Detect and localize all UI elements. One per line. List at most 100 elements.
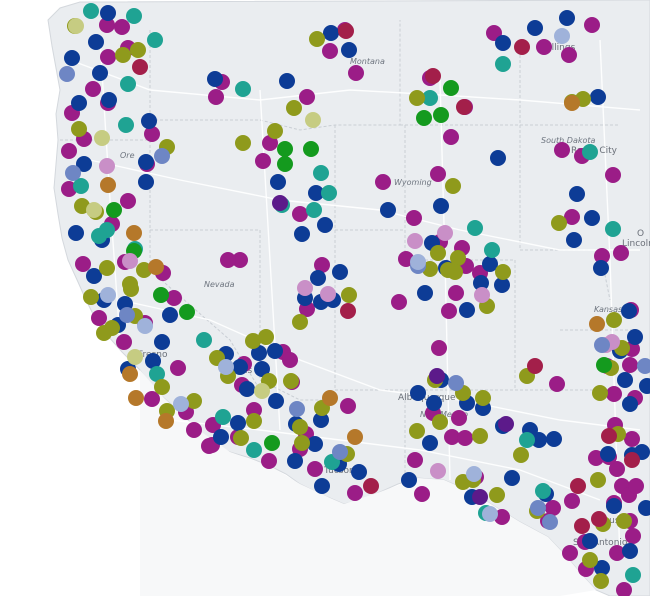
location-marker-paleolive[interactable] xyxy=(86,202,102,218)
location-marker-green[interactable] xyxy=(153,287,169,303)
location-marker-pink[interactable] xyxy=(430,463,446,479)
location-marker-orange[interactable] xyxy=(322,390,338,406)
location-marker-navy[interactable] xyxy=(101,92,117,108)
location-marker-teal[interactable] xyxy=(321,185,337,201)
location-marker-crimson[interactable] xyxy=(132,59,148,75)
location-marker-navy[interactable] xyxy=(138,154,154,170)
location-marker-olive[interactable] xyxy=(409,423,425,439)
location-marker-purple[interactable] xyxy=(561,47,577,63)
location-marker-olive[interactable] xyxy=(154,379,170,395)
location-marker-purple[interactable] xyxy=(616,582,632,596)
location-marker-teal[interactable] xyxy=(91,228,107,244)
location-marker-navy[interactable] xyxy=(482,256,498,272)
location-marker-navy[interactable] xyxy=(600,446,616,462)
location-marker-teal[interactable] xyxy=(625,567,641,583)
location-marker-navy[interactable] xyxy=(68,225,84,241)
location-marker-navy[interactable] xyxy=(307,436,323,452)
location-marker-paleolive[interactable] xyxy=(127,349,143,365)
location-marker-olive[interactable] xyxy=(186,393,202,409)
location-marker-purple[interactable] xyxy=(292,206,308,222)
location-marker-purple[interactable] xyxy=(85,81,101,97)
location-marker-lightblue[interactable] xyxy=(137,318,153,334)
location-marker-paleolive[interactable] xyxy=(94,130,110,146)
location-marker-navy[interactable] xyxy=(138,174,154,190)
location-marker-purple[interactable] xyxy=(624,431,640,447)
location-marker-steel[interactable] xyxy=(637,358,650,374)
location-marker-purple[interactable] xyxy=(261,453,277,469)
location-marker-navy[interactable] xyxy=(323,25,339,41)
location-marker-olive[interactable] xyxy=(341,287,357,303)
location-marker-purple[interactable] xyxy=(232,252,248,268)
location-marker-navy[interactable] xyxy=(341,42,357,58)
location-marker-olive[interactable] xyxy=(422,261,438,277)
location-marker-navy[interactable] xyxy=(279,73,295,89)
location-marker-navy[interactable] xyxy=(582,533,598,549)
location-marker-olive[interactable] xyxy=(592,385,608,401)
location-marker-navy[interactable] xyxy=(88,34,104,50)
location-marker-olive[interactable] xyxy=(294,435,310,451)
location-marker-navy[interactable] xyxy=(590,89,606,105)
location-marker-navy[interactable] xyxy=(422,435,438,451)
location-marker-purple[interactable] xyxy=(430,166,446,182)
location-marker-green[interactable] xyxy=(433,107,449,123)
location-marker-crimson[interactable] xyxy=(574,518,590,534)
location-marker-olive[interactable] xyxy=(551,215,567,231)
location-marker-teal[interactable] xyxy=(422,90,438,106)
location-marker-steel[interactable] xyxy=(542,514,558,530)
location-marker-navy[interactable] xyxy=(546,431,562,447)
location-marker-teal[interactable] xyxy=(495,56,511,72)
location-marker-purple[interactable] xyxy=(444,429,460,445)
location-marker-olive[interactable] xyxy=(495,264,511,280)
location-marker-navy[interactable] xyxy=(313,412,329,428)
location-marker-violet[interactable] xyxy=(472,489,488,505)
location-marker-orange[interactable] xyxy=(128,390,144,406)
location-marker-navy[interactable] xyxy=(251,345,267,361)
location-marker-olive[interactable] xyxy=(115,47,131,63)
location-marker-olive[interactable] xyxy=(590,472,606,488)
location-marker-navy[interactable] xyxy=(380,202,396,218)
location-marker-olive[interactable] xyxy=(450,250,466,266)
location-marker-violet[interactable] xyxy=(272,195,288,211)
location-marker-navy[interactable] xyxy=(495,35,511,51)
location-marker-teal[interactable] xyxy=(118,117,134,133)
location-marker-purple[interactable] xyxy=(375,174,391,190)
location-marker-olive[interactable] xyxy=(136,262,152,278)
location-marker-purple[interactable] xyxy=(99,17,115,33)
location-marker-purple[interactable] xyxy=(61,181,77,197)
location-marker-navy[interactable] xyxy=(569,186,585,202)
location-marker-olive[interactable] xyxy=(122,276,138,292)
location-marker-navy[interactable] xyxy=(254,361,270,377)
location-marker-teal[interactable] xyxy=(120,76,136,92)
location-marker-purple[interactable] xyxy=(347,485,363,501)
location-marker-purple[interactable] xyxy=(564,209,580,225)
location-marker-green[interactable] xyxy=(277,156,293,172)
location-marker-purple[interactable] xyxy=(549,376,565,392)
location-marker-purple[interactable] xyxy=(443,129,459,145)
location-marker-orange[interactable] xyxy=(122,366,138,382)
location-marker-teal[interactable] xyxy=(313,165,329,181)
location-marker-olive[interactable] xyxy=(513,447,529,463)
location-marker-pink[interactable] xyxy=(297,280,313,296)
location-marker-green[interactable] xyxy=(106,202,122,218)
location-marker-green[interactable] xyxy=(596,357,612,373)
location-marker-crimson[interactable] xyxy=(363,478,379,494)
location-marker-navy[interactable] xyxy=(76,156,92,172)
location-marker-navy[interactable] xyxy=(401,472,417,488)
location-marker-olive[interactable] xyxy=(606,312,622,328)
location-marker-purple[interactable] xyxy=(594,248,610,264)
location-marker-green[interactable] xyxy=(443,80,459,96)
location-marker-lightblue[interactable] xyxy=(482,506,498,522)
location-marker-green[interactable] xyxy=(179,304,195,320)
location-marker-olive[interactable] xyxy=(245,333,261,349)
location-marker-olive[interactable] xyxy=(447,264,463,280)
location-marker-olive[interactable] xyxy=(292,314,308,330)
location-marker-purple[interactable] xyxy=(564,493,580,509)
location-marker-olive[interactable] xyxy=(99,260,115,276)
location-marker-steel[interactable] xyxy=(65,165,81,181)
location-marker-navy[interactable] xyxy=(141,113,157,129)
location-marker-olive[interactable] xyxy=(489,487,505,503)
location-marker-navy[interactable] xyxy=(145,353,161,369)
location-marker-navy[interactable] xyxy=(92,65,108,81)
location-marker-navy[interactable] xyxy=(627,329,643,345)
location-marker-navy[interactable] xyxy=(638,500,650,516)
